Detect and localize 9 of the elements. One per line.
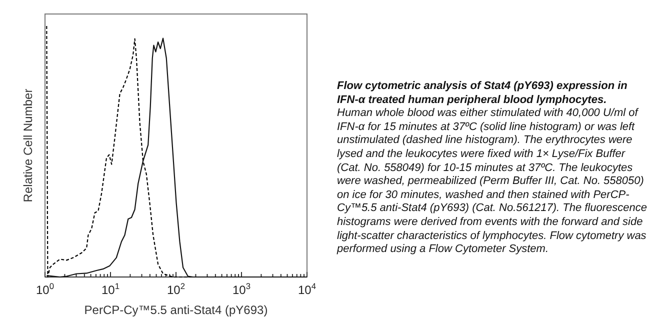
x-tick-label: 10$^{2}$	[166, 281, 186, 297]
x-tick-label: 10$^{4}$	[298, 281, 316, 297]
x-tick-label: 10$^{0}$	[36, 281, 54, 297]
x-axis-title: PerCP-Cy™5.5 anti-Stat4 (pY693)	[84, 303, 268, 317]
text: Flow cytometric analysis of Stat4 (pY693) expression in IFN-α treated human peripheral blood lymphocytes.	[337, 80, 628, 108]
x-tick-label: 10$^{1}$	[101, 281, 120, 297]
x-tick-label: 10$^{3}$	[232, 281, 251, 297]
y-axis-title: Relative Cell Number	[21, 88, 35, 202]
text: Human whole blood was either stimulated with 40,000 U/ml of IFN-α for 15 minutes at 37ºC (solid line histogram) or was left unstimulated (dashed line histogram). The erythrocytes were lysed and the leukocytes were fixed with 1× Lyse/Fix Buffer (Cat. No. 558049) for 10-15 minutes at 37ºC. The leukocytes were washed, permeabilized (Perm Buffer III, Cat. No. 558050) on ice for 30 minutes, washed and then stained with PerCP-Cy™5.5 anti-Stat4 (pY693) (Cat. No.561217). The fluorescence histograms were derived from events with the forward and side light-scatter characteristics of lymphocytes. Flow cytometry was performed using a Flow Cytometer System.	[337, 107, 647, 256]
